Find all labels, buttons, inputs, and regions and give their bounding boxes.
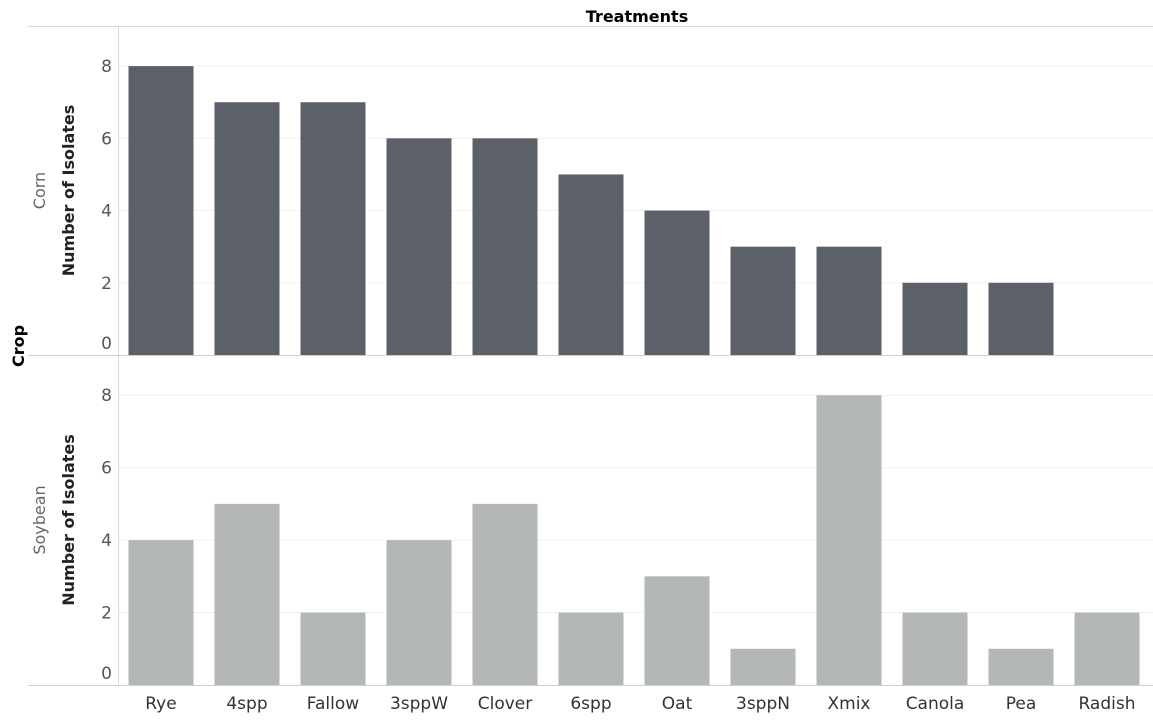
bar-soybean-xmix[interactable] (816, 395, 882, 685)
bar-soybean-canola[interactable] (902, 612, 968, 685)
bar-soybean-pea[interactable] (988, 648, 1054, 685)
y-axis-label: Number of Isolates (59, 434, 78, 606)
bar-corn-3sppw[interactable] (386, 138, 452, 355)
bar-soybean-3sppn[interactable] (730, 648, 796, 685)
bar-soybean-radish[interactable] (1074, 612, 1140, 685)
y-tick-label: 6 (101, 459, 112, 479)
bar-corn-oat[interactable] (644, 210, 710, 355)
x-tick-label: Xmix (828, 694, 871, 714)
y-axis-label: Number of Isolates (59, 105, 78, 277)
chart-title: Treatments (586, 7, 688, 26)
y-tick-label: 8 (101, 57, 112, 77)
bar-corn-canola[interactable] (902, 282, 968, 355)
y-tick-label: 0 (101, 664, 112, 684)
bar-soybean-6spp[interactable] (558, 612, 624, 685)
y-tick-label: 6 (101, 129, 112, 149)
panel-soybean: 0 2 4 6 8 Number of Isolates Soybean (30, 355, 1153, 685)
bar-soybean-fallow[interactable] (300, 612, 366, 685)
y-tick-label: 2 (101, 274, 112, 294)
row-header: Crop (9, 325, 28, 367)
x-tick-label: Rye (145, 694, 176, 714)
row-label-corn: Corn (30, 172, 49, 209)
bar-soybean-oat[interactable] (644, 576, 710, 685)
bar-corn-6spp[interactable] (558, 174, 624, 355)
y-tick-label: 4 (101, 531, 112, 551)
x-tick-label: Radish (1078, 694, 1135, 714)
bar-corn-rye[interactable] (128, 66, 194, 355)
bar-soybean-3sppw[interactable] (386, 540, 452, 685)
bar-soybean-rye[interactable] (128, 540, 194, 685)
x-tick-label: Oat (662, 694, 693, 714)
x-tick-label: Fallow (307, 694, 359, 714)
row-label-soybean: Soybean (30, 485, 49, 554)
y-tick-label: 0 (101, 334, 112, 354)
x-tick-label: 6spp (570, 694, 611, 714)
y-tick-label: 2 (101, 604, 112, 624)
x-tick-label: Pea (1006, 694, 1037, 714)
bar-corn-clover[interactable] (472, 138, 538, 355)
x-tick-label: Clover (478, 694, 533, 714)
x-tick-label: Canola (906, 694, 965, 714)
bar-soybean-4spp[interactable] (214, 503, 280, 685)
bar-corn-fallow[interactable] (300, 102, 366, 355)
bar-corn-xmix[interactable] (816, 246, 882, 355)
x-tick-label: 3sppW (390, 694, 448, 714)
bar-corn-4spp[interactable] (214, 102, 280, 355)
x-tick-label: 3sppN (736, 694, 790, 714)
y-tick-label: 8 (101, 386, 112, 406)
bar-corn-3sppn[interactable] (730, 246, 796, 355)
panel-corn: 0 2 4 6 8 Number of Isolates Corn (30, 26, 1153, 355)
x-tick-label: 4spp (226, 694, 267, 714)
bar-soybean-clover[interactable] (472, 503, 538, 685)
bar-corn-pea[interactable] (988, 282, 1054, 355)
y-tick-label: 4 (101, 202, 112, 222)
